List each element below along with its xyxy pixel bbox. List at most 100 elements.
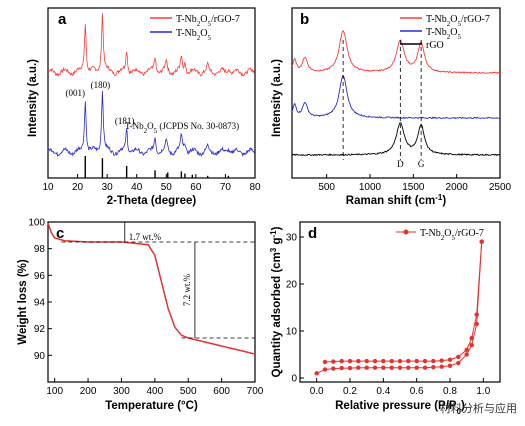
legend-label-part: 2: [441, 234, 445, 242]
desorption-branch-point: [439, 358, 444, 363]
desorption-branch-point: [339, 358, 344, 364]
legend-label-part: O: [450, 27, 457, 38]
legend-label-part: 2: [197, 34, 201, 42]
x-tick-label: 1.0: [476, 386, 490, 397]
legend-label-part: O: [200, 28, 207, 39]
plot-frame: [47, 7, 256, 179]
legend-label-part: 2: [447, 20, 451, 28]
panel-b-raman: 500 1000 1500 2000 2500 Raman shift (cm-1) Int…: [271, 7, 512, 208]
adsorption-branch-point: [381, 365, 386, 370]
desorption-branch-point: [474, 312, 479, 317]
y-axis-label: Intensity (a.u.): [27, 59, 39, 137]
desorption-branch-point: [431, 358, 436, 364]
x-axis-label: Raman shift (cm-1): [346, 193, 447, 208]
desorption-branch-point: [479, 239, 484, 244]
adsorption-branch-point: [331, 366, 336, 371]
x-tick-label: 700: [247, 386, 264, 397]
legend-label: T-Nb2O5/rGO-7: [426, 14, 490, 28]
series-line-rgo-composite: [291, 30, 501, 74]
x-tick-label: 50: [161, 182, 173, 193]
desorption-branch-point: [331, 359, 336, 364]
adsorption-branch-line: [316, 241, 483, 374]
legend-label: T-Nb2O5/rGO-7: [176, 14, 240, 28]
legend-label: T-Nb2O5: [176, 28, 211, 42]
x-axis-label-part: 0: [457, 407, 462, 416]
x-tick-label: 2500: [489, 182, 512, 193]
panel-letter: b: [300, 11, 309, 28]
legend-label-part: 5: [457, 20, 461, 28]
y-tick-label: 92: [34, 324, 46, 335]
reference-label-part: O: [147, 121, 154, 131]
x-tick-label: 0.4: [376, 386, 390, 397]
band-label: G: [418, 159, 425, 169]
legend-label-part: 2: [447, 33, 451, 41]
x-tick-label: 500: [180, 386, 197, 397]
adsorption-branch-point: [456, 360, 461, 366]
desorption-branch-point: [464, 347, 469, 352]
legend-label: T-Nb2O5/rGO-7: [420, 228, 484, 242]
panel-letter: d: [308, 225, 317, 242]
plot-frame: [291, 7, 501, 179]
legend-label-part: O: [450, 14, 457, 25]
x-tick-label: 600: [213, 386, 230, 397]
series-line-rgo: [291, 122, 501, 157]
peak-label-181: (181): [115, 116, 135, 126]
desorption-branch-point: [414, 358, 419, 364]
peak-label-180: (180): [91, 80, 111, 90]
desorption-branch-line: [324, 241, 483, 363]
adsorption-branch-point: [397, 365, 403, 370]
desorption-branch-point: [356, 358, 361, 364]
legend-label-part: T-Nb: [176, 28, 197, 39]
panel-a-xrd: 10 20 30 40 50 60 70 80 2-Theta (degree) Intensit…: [27, 7, 261, 207]
series-line-tnb2o5: [47, 90, 255, 158]
plot-frame: [299, 221, 501, 383]
legend-label: rGO: [426, 40, 444, 51]
series-line-tnb2o5: [291, 75, 501, 120]
adsorption-branch-point: [414, 365, 419, 370]
desorption-branch-point: [389, 358, 394, 364]
adsorption-branch-point: [314, 371, 319, 376]
legend-label-part: T-Nb: [426, 14, 447, 25]
desorption-branch-point: [456, 354, 461, 360]
x-tick-label: 0.0: [310, 386, 324, 397]
desorption-branch-point: [347, 358, 353, 364]
x-axis-label: 2-Theta (degree): [107, 195, 197, 207]
x-tick-label: 1500: [402, 182, 425, 193]
y-axis-label-part: g: [271, 238, 283, 248]
y-tick-label: 10: [286, 327, 298, 338]
panel-letter: c: [56, 225, 64, 242]
adsorption-branch-point: [474, 321, 479, 327]
y-tick-label: 98: [34, 244, 46, 255]
desorption-branch-point: [422, 358, 428, 364]
adsorption-branch-point: [372, 365, 378, 370]
adsorption-branch-point: [339, 365, 344, 371]
legend-marker: [403, 229, 409, 235]
x-axis-label: Relative pressure (P/P0): [335, 400, 465, 416]
x-tick-label: 20: [72, 182, 84, 193]
y-axis-label: Weight loss (%): [17, 259, 29, 345]
adsorption-branch-point: [347, 365, 353, 371]
y-tick-label: 100: [28, 218, 45, 229]
x-tick-label: 0.8: [443, 386, 457, 397]
legend-label-part: T-Nb: [426, 27, 447, 38]
legend-label-part: /rGO-7: [461, 14, 490, 25]
reference-label-part: 2: [144, 127, 148, 135]
adsorption-branch-point: [356, 365, 361, 370]
watermark-text: 材料分析与应用: [440, 401, 517, 415]
x-tick-label: 2000: [446, 182, 469, 193]
adsorption-branch-point: [469, 342, 474, 348]
peak-label-001: (001): [66, 88, 86, 98]
legend-label-part: O: [444, 228, 451, 239]
x-tick-label: 100: [46, 386, 63, 397]
adsorption-branch-point: [389, 365, 394, 370]
adsorption-branch-point: [447, 363, 453, 368]
x-tick-label: 80: [249, 182, 261, 193]
legend-label-part: T-Nb: [176, 14, 197, 25]
desorption-branch-point: [372, 358, 378, 364]
x-tick-label: 30: [102, 182, 114, 193]
adsorption-branch-point: [322, 367, 328, 372]
legend-label-part: 5: [451, 234, 455, 242]
y-tick-label: 90: [34, 351, 46, 362]
legend-label-part: 5: [207, 20, 211, 28]
